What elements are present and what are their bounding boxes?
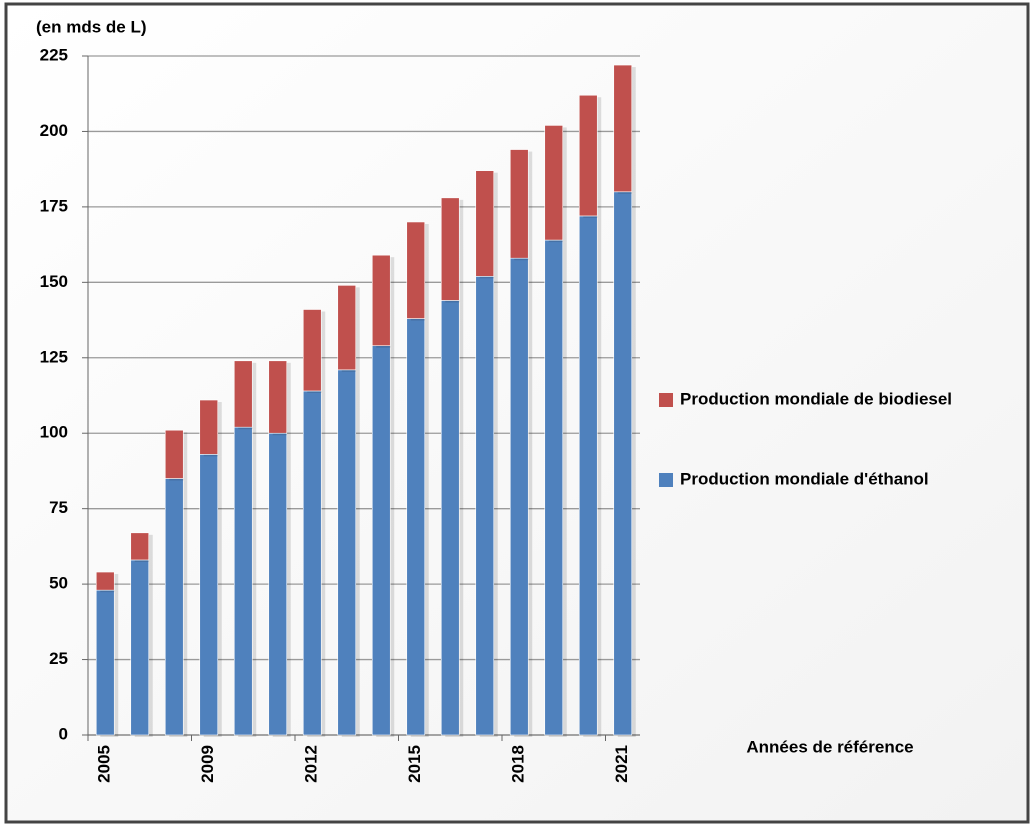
bar [544, 125, 564, 241]
bar [164, 478, 184, 736]
y-tick-label: 150 [40, 272, 68, 291]
bar [440, 197, 460, 301]
legend-label: Production mondiale d'éthanol [680, 469, 929, 488]
bar [371, 345, 391, 736]
bar [302, 309, 322, 392]
bar [578, 215, 598, 736]
x-tick-label: 2005 [95, 745, 114, 783]
bar [371, 254, 391, 347]
legend-label: Production mondiale de biodiesel [680, 389, 952, 408]
bar [509, 257, 529, 736]
bar [406, 318, 426, 736]
x-tick-label: 2018 [509, 745, 528, 783]
y-tick-label: 50 [49, 574, 68, 593]
bar [440, 300, 460, 736]
bar [233, 426, 253, 736]
y-tick-label: 0 [59, 724, 68, 743]
bar [268, 432, 288, 736]
bar [130, 532, 150, 561]
bar [337, 369, 357, 736]
y-tick-label: 100 [40, 423, 68, 442]
x-tick-label: 2015 [405, 745, 424, 783]
y-tick-label: 175 [40, 196, 68, 215]
bar [475, 170, 495, 277]
bar [95, 589, 115, 736]
x-tick-label: 2021 [612, 745, 631, 783]
bar [199, 454, 219, 736]
y-tick-label: 125 [40, 347, 68, 366]
bar [613, 191, 633, 736]
x-tick-label: 2009 [198, 745, 217, 783]
x-tick-label: 2012 [302, 745, 321, 783]
bar [164, 429, 184, 479]
bar [302, 390, 322, 736]
legend-swatch [659, 473, 673, 487]
bar [578, 94, 598, 217]
y-tick-label: 225 [40, 45, 68, 64]
bar [268, 360, 288, 434]
bar [199, 399, 219, 455]
y-tick-label: 75 [49, 498, 68, 517]
bar [509, 149, 529, 259]
bar [233, 360, 253, 428]
bar [95, 571, 115, 591]
y-tick-label: 200 [40, 121, 68, 140]
bar [475, 275, 495, 736]
bar [406, 221, 426, 319]
bar [337, 285, 357, 371]
bar [544, 239, 564, 736]
bar [613, 64, 633, 193]
x-axis-title: Années de référence [746, 737, 913, 756]
y-tick-label: 25 [49, 649, 68, 668]
bar [130, 559, 150, 736]
legend-swatch [659, 393, 673, 407]
y-axis-title: (en mds de L) [36, 17, 147, 36]
